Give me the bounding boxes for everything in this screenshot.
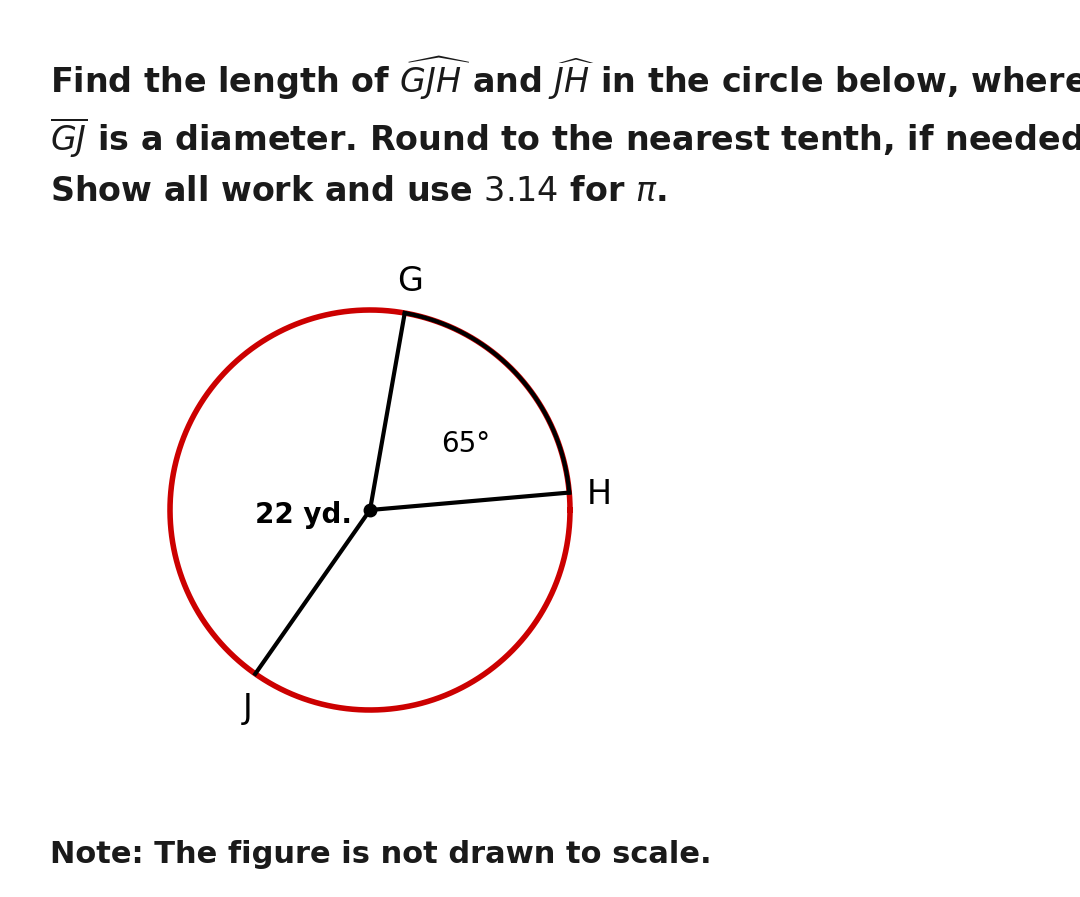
Text: G: G (396, 265, 422, 298)
Text: Note: The figure is not drawn to scale.: Note: The figure is not drawn to scale. (50, 840, 712, 869)
Text: H: H (588, 478, 612, 511)
Text: J: J (242, 692, 252, 725)
Text: Find the length of $\widehat{GJH}$ and $\widehat{JH}$ in the circle below, where: Find the length of $\widehat{GJH}$ and $… (50, 55, 1080, 102)
Text: 22 yd.: 22 yd. (255, 501, 352, 529)
Text: Show all work and use $3.14$ for $\pi$.: Show all work and use $3.14$ for $\pi$. (50, 175, 666, 208)
Text: 65°: 65° (442, 431, 490, 458)
Text: $\overline{GJ}$ is a diameter. Round to the nearest tenth, if needed.: $\overline{GJ}$ is a diameter. Round to … (50, 115, 1080, 159)
